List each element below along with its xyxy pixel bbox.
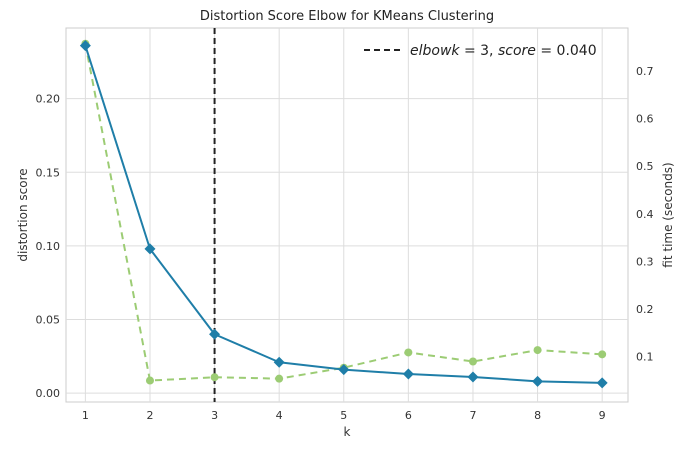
y-tick-label: 0.15 bbox=[36, 166, 61, 179]
legend-prefix: elbow bbox=[410, 43, 452, 59]
x-tick-label: 7 bbox=[469, 409, 476, 422]
legend: elbowk = 3, score = 0.040 bbox=[364, 43, 597, 59]
distortion-point bbox=[532, 375, 544, 387]
distortion-point bbox=[338, 364, 350, 376]
x-tick-label: 1 bbox=[82, 409, 89, 422]
fit-time-point bbox=[598, 350, 607, 359]
distortion-point bbox=[402, 368, 414, 380]
distortion-point bbox=[273, 356, 285, 368]
fit-time-point bbox=[145, 376, 154, 385]
y-tick-label: 0.00 bbox=[36, 387, 61, 400]
fit-time-point bbox=[404, 348, 413, 357]
distortion-point bbox=[596, 377, 608, 389]
plot-background bbox=[65, 27, 629, 403]
y-axis-label: distortion score bbox=[16, 168, 30, 261]
x-tick-label: 9 bbox=[599, 409, 606, 422]
x-tick-label: 4 bbox=[276, 409, 283, 422]
series-layer bbox=[79, 39, 608, 389]
fit-time-point bbox=[468, 357, 477, 366]
fit-time-point bbox=[533, 346, 542, 355]
x-tick-label: 5 bbox=[340, 409, 347, 422]
y2-tick-label: 0.2 bbox=[636, 303, 654, 316]
y-tick-label: 0.10 bbox=[36, 240, 61, 253]
distortion-point bbox=[209, 328, 221, 340]
y2-tick-label: 0.7 bbox=[636, 65, 654, 78]
y2-ticks: 0.1 0.2 0.3 0.4 0.5 0.6 0.7 bbox=[636, 65, 654, 364]
legend-elbow-label: elbowk = 3, score = 0.040 bbox=[410, 43, 597, 59]
x-tick-label: 2 bbox=[146, 409, 153, 422]
legend-score-value: = 0.040 bbox=[536, 43, 597, 59]
x-tick-label: 6 bbox=[405, 409, 412, 422]
x-ticks: 1 2 3 4 5 6 7 8 9 bbox=[82, 409, 606, 422]
y-tick-label: 0.20 bbox=[36, 93, 61, 106]
chart-title: Distortion Score Elbow for KMeans Cluste… bbox=[200, 9, 494, 24]
y2-tick-label: 0.4 bbox=[636, 208, 654, 221]
fit-time-point bbox=[275, 374, 284, 383]
distortion-point bbox=[144, 243, 156, 255]
distortion-point bbox=[467, 371, 479, 383]
y2-tick-label: 0.3 bbox=[636, 255, 654, 268]
y2-tick-label: 0.5 bbox=[636, 160, 654, 173]
y2-tick-label: 0.6 bbox=[636, 113, 654, 126]
grid bbox=[66, 28, 628, 402]
distortion-point bbox=[79, 40, 91, 52]
y-tick-label: 0.05 bbox=[36, 314, 61, 327]
fit-time-point bbox=[210, 373, 219, 382]
legend-score-var: score bbox=[498, 43, 536, 59]
legend-k-var: k bbox=[451, 43, 460, 59]
fit-time-line bbox=[84, 43, 603, 382]
x-tick-label: 3 bbox=[211, 409, 218, 422]
x-tick-label: 8 bbox=[534, 409, 541, 422]
y-ticks: 0.00 0.05 0.10 0.15 0.20 bbox=[36, 93, 61, 400]
y2-tick-label: 0.1 bbox=[636, 351, 654, 364]
y2-axis-label: fit time (seconds) bbox=[661, 162, 675, 267]
x-axis-label: k bbox=[344, 425, 351, 439]
legend-k-value: = 3, bbox=[460, 43, 498, 59]
